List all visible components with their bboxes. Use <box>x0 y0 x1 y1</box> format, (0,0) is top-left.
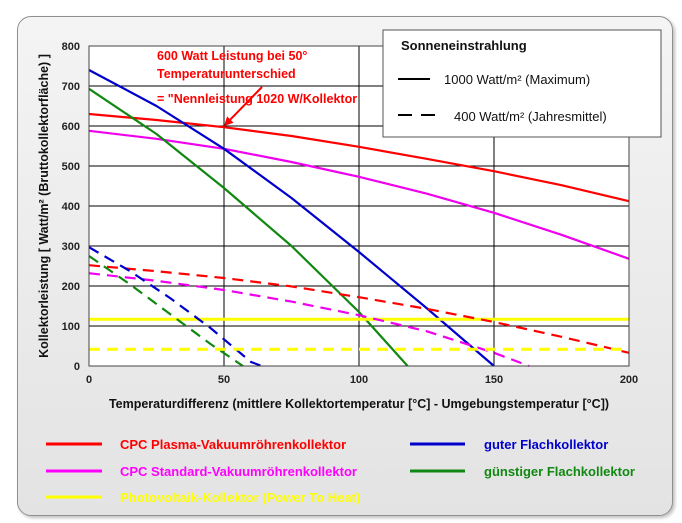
legend-label-cheap-flat: günstiger Flachkollektor <box>484 464 635 479</box>
x-axis-title: Temperaturdifferenz (mittlere Kollektort… <box>109 397 609 411</box>
annotation-arrowhead <box>224 116 234 126</box>
series-line-2-1000 <box>88 129 630 260</box>
series-line-0-400 <box>88 264 630 354</box>
series-layer <box>88 69 630 368</box>
x-tick-label: 0 <box>86 374 92 386</box>
legend-dashed-label: 400 Watt/m² (Jahresmittel) <box>454 109 607 124</box>
annotation-arrow <box>229 86 263 121</box>
series-line-3-1000 <box>88 87 409 367</box>
y-tick-label: 0 <box>74 361 80 373</box>
y-tick-label: 300 <box>62 241 80 253</box>
y-tick-label: 500 <box>62 161 80 173</box>
annotation-line-2: Temperaturunterschied <box>157 67 296 81</box>
irradiance-legend-title: Sonneneinstrahlung <box>401 38 527 53</box>
series-line-3-400 <box>88 255 244 367</box>
annotation-line-3: = "Nennleistung 1020 W/Kollektor <box>157 92 357 106</box>
series-line-1-1000 <box>88 69 495 367</box>
legend-solid-label: 1000 Watt/m² (Maximum) <box>444 72 590 87</box>
y-tick-label: 400 <box>62 201 80 213</box>
legend-label-pv: Photovoltaik-Kollektor (Power To Heat) <box>120 490 360 505</box>
legend-label-plasma: CPC Plasma-Vakuumröhrenkollektor <box>120 437 346 452</box>
x-tick-label: 150 <box>485 374 503 386</box>
collector-legend: CPC Plasma-Vakuumröhrenkollektor guter F… <box>46 437 635 505</box>
x-tick-label: 200 <box>620 374 638 386</box>
legend-label-standard: CPC Standard-Vakuumröhrenkollektor <box>120 464 357 479</box>
plot-border <box>88 45 630 367</box>
tick-labels: 0 100 200 300 400 500 600 700 800 0 50 100 150 200 <box>62 41 639 386</box>
series-line-2-400 <box>88 272 530 368</box>
y-tick-label: 200 <box>62 281 80 293</box>
y-tick-label: 800 <box>62 41 80 53</box>
annotation-line-1: 600 Watt Leistung bei 50° <box>157 49 307 63</box>
irradiance-legend: Sonneneinstrahlung 1000 Watt/m² (Maximum… <box>382 29 662 138</box>
y-tick-label: 600 <box>62 121 80 133</box>
series-line-1-400 <box>88 246 263 368</box>
legend-label-good-flat: guter Flachkollektor <box>484 437 608 452</box>
y-tick-label: 100 <box>62 321 80 333</box>
x-tick-label: 100 <box>350 374 368 386</box>
nominal-power-annotation: 600 Watt Leistung bei 50° Temperaturunte… <box>157 49 357 126</box>
x-tick-label: 50 <box>218 374 230 386</box>
y-tick-label: 700 <box>62 81 80 93</box>
y-axis-title: Kollektorleistung [ Watt/m² (Bruttokolle… <box>37 54 51 358</box>
series-line-0-1000 <box>88 112 630 203</box>
